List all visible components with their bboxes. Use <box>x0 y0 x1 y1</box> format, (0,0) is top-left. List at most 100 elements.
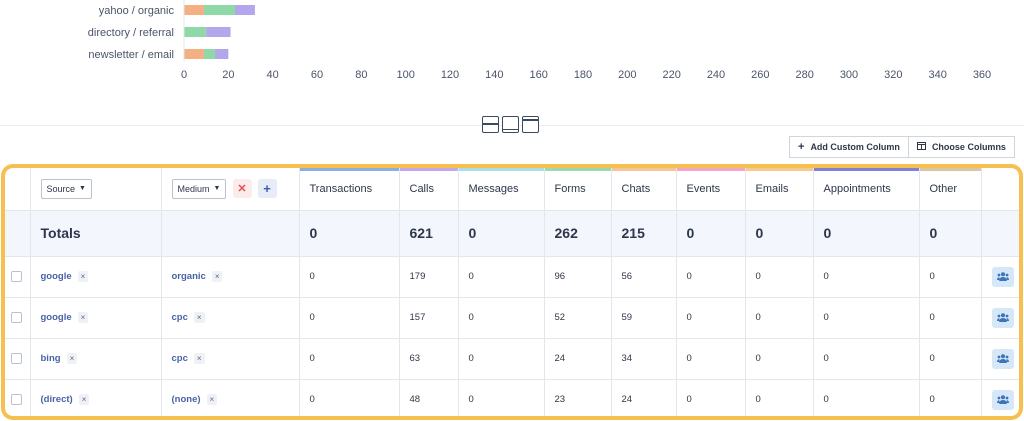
source-link[interactable]: bing <box>40 353 61 364</box>
source-select[interactable]: Source ▼ <box>40 178 92 199</box>
column-header-appointments[interactable]: Appointments <box>813 168 920 211</box>
totals-label: Totals <box>30 210 162 257</box>
caret-down-icon: ▼ <box>213 185 221 193</box>
source-header: Source ▼ <box>30 168 162 211</box>
cell-messages: 0 <box>458 297 545 339</box>
cell-calls: 179 <box>399 256 459 298</box>
bar-segment[interactable] <box>206 27 231 37</box>
bar-segment[interactable] <box>234 5 255 15</box>
action-cell <box>981 338 1019 380</box>
medium-select[interactable]: Medium ▼ <box>171 178 227 199</box>
bar-segment[interactable] <box>184 49 204 59</box>
source-cell: bing × <box>30 338 162 380</box>
row-checkbox-cell <box>5 379 31 416</box>
table-row: bing × cpc × 0 63 0 24 34 0 0 0 0 <box>5 338 1019 380</box>
bar-segment[interactable] <box>215 49 229 59</box>
cell-messages: 0 <box>458 256 545 298</box>
bar-segment[interactable] <box>203 5 235 15</box>
cell-forms: 96 <box>544 256 612 298</box>
remove-medium-chip[interactable]: × <box>211 271 223 282</box>
column-header-events[interactable]: Events <box>676 168 746 211</box>
remove-dimension-button[interactable]: ✕ <box>232 179 252 199</box>
select-all-header <box>5 168 31 211</box>
row-checkbox-cell <box>5 256 31 298</box>
cell-transactions: 0 <box>299 297 400 339</box>
column-color-bar <box>299 168 399 171</box>
cell-other: 0 <box>919 338 982 380</box>
row-checkbox[interactable] <box>11 312 22 323</box>
cell-emails: 0 <box>745 379 814 416</box>
totals-spacer <box>161 210 300 257</box>
source-cell: google × <box>30 256 162 298</box>
add-custom-column-button[interactable]: + Add Custom Column <box>789 136 909 158</box>
column-header-messages[interactable]: Messages <box>458 168 545 211</box>
cell-events: 0 <box>676 338 746 380</box>
remove-medium-chip[interactable]: × <box>206 394 218 405</box>
remove-source-chip[interactable]: × <box>66 353 78 364</box>
bar-segment[interactable] <box>184 5 204 15</box>
column-color-bar <box>611 168 676 171</box>
split-top-icon[interactable] <box>522 116 539 133</box>
row-checkbox[interactable] <box>11 353 22 364</box>
totals-spacer <box>5 210 31 257</box>
medium-link[interactable]: organic <box>171 271 206 282</box>
medium-link[interactable]: (none) <box>171 394 201 405</box>
cell-calls: 48 <box>399 379 459 416</box>
header-row: Source ▼ Medium ▼ ✕ + Transactions Calls… <box>5 168 1019 211</box>
actions-header <box>981 168 1019 211</box>
source-link[interactable]: google <box>40 271 72 282</box>
column-header-forms[interactable]: Forms <box>544 168 612 211</box>
source-link[interactable]: google <box>40 312 72 323</box>
column-toolbar: + Add Custom Column Choose Columns <box>789 136 1015 158</box>
total-forms: 262 <box>544 210 612 257</box>
column-header-chats[interactable]: Chats <box>611 168 677 211</box>
remove-medium-chip[interactable]: × <box>193 312 205 323</box>
x-tick-label: 100 <box>396 69 414 81</box>
source-link[interactable]: (direct) <box>40 394 73 405</box>
cell-transactions: 0 <box>299 338 400 380</box>
medium-header: Medium ▼ ✕ + <box>161 168 300 211</box>
x-tick-label: 80 <box>355 69 367 81</box>
row-checkbox[interactable] <box>11 271 22 282</box>
x-tick-label: 240 <box>707 69 725 81</box>
column-color-bar <box>399 168 458 171</box>
medium-link[interactable]: cpc <box>171 353 188 364</box>
action-cell <box>981 256 1019 298</box>
cell-other: 0 <box>919 379 982 416</box>
column-header-other[interactable]: Other <box>919 168 982 211</box>
people-icon[interactable] <box>991 266 1014 287</box>
total-calls: 621 <box>399 210 459 257</box>
split-horizontal-icon[interactable] <box>482 116 499 133</box>
people-icon[interactable] <box>991 348 1014 369</box>
cell-emails: 0 <box>745 338 814 380</box>
remove-source-chip[interactable]: × <box>78 394 90 405</box>
remove-source-chip[interactable]: × <box>77 271 89 282</box>
row-checkbox[interactable] <box>11 394 22 405</box>
total-messages: 0 <box>458 210 545 257</box>
choose-columns-button[interactable]: Choose Columns <box>908 136 1015 158</box>
remove-medium-chip[interactable]: × <box>193 353 205 364</box>
people-icon[interactable] <box>991 307 1014 328</box>
add-dimension-button[interactable]: + <box>257 179 277 199</box>
stacked-bar-chart: yahoo / organic directory / referral newsl… <box>88 0 991 81</box>
medium-cell: (none) × <box>161 379 300 416</box>
bar-segment[interactable] <box>184 27 207 37</box>
column-header-transactions[interactable]: Transactions <box>299 168 400 211</box>
category-label: directory / referral <box>88 27 174 39</box>
bar-segment[interactable] <box>203 49 216 59</box>
column-header-emails[interactable]: Emails <box>745 168 814 211</box>
report-table: Source ▼ Medium ▼ ✕ + Transactions Calls… <box>5 168 1019 416</box>
x-tick-label: 200 <box>618 69 636 81</box>
remove-source-chip[interactable]: × <box>77 312 89 323</box>
cell-chats: 56 <box>611 256 677 298</box>
split-bottom-icon[interactable] <box>502 116 519 133</box>
medium-cell: cpc × <box>161 297 300 339</box>
column-header-calls[interactable]: Calls <box>399 168 459 211</box>
x-tick-label: 180 <box>574 69 592 81</box>
medium-link[interactable]: cpc <box>171 312 188 323</box>
layout-toggles <box>482 116 539 133</box>
table-row: (direct) × (none) × 0 48 0 23 24 0 0 0 0 <box>5 379 1019 416</box>
people-icon[interactable] <box>991 389 1014 410</box>
category-label: yahoo / organic <box>99 5 175 17</box>
x-tick-label: 120 <box>441 69 459 81</box>
